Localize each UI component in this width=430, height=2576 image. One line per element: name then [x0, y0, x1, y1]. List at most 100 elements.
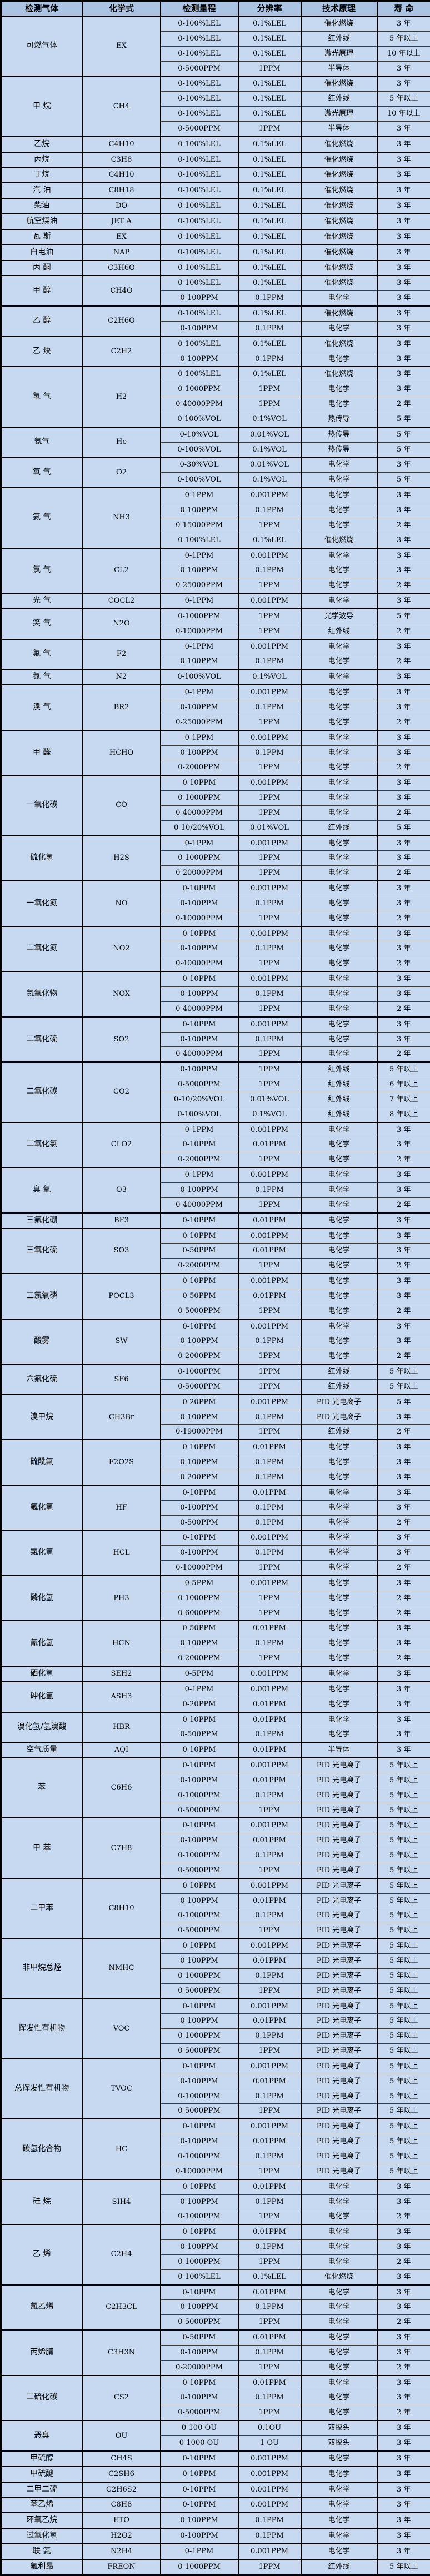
range-cell: 0-1PPM: [161, 685, 238, 700]
col-header-range: 检测量程: [161, 1, 238, 17]
lifespan-cell: 3 年: [377, 183, 430, 198]
range-cell: 0-5000PPM: [161, 1983, 238, 1998]
resolution-cell: 0.01PPM: [238, 2285, 301, 2300]
principle-cell: 红外线: [301, 1077, 377, 1092]
principle-cell: PID 光电离子: [301, 1878, 377, 1893]
range-cell: 0-10PPM: [161, 1440, 238, 1455]
resolution-cell: 0.1PPM: [238, 1032, 301, 1047]
principle-cell: 电化学: [301, 1182, 377, 1197]
resolution-cell: 0.01PPM: [238, 2074, 301, 2089]
resolution-cell: 0.1PPM: [238, 2089, 301, 2104]
resolution-cell: 0.1%VOL: [238, 473, 301, 488]
resolution-cell: 0.1%LEL: [238, 76, 301, 91]
formula-cell: DO: [83, 198, 161, 214]
lifespan-cell: 5 年: [377, 609, 430, 624]
principle-cell: 电化学: [301, 926, 377, 941]
lifespan-cell: 5 年以上: [377, 1833, 430, 1848]
principle-cell: 电化学: [301, 791, 377, 806]
lifespan-cell: 5 年: [377, 442, 430, 457]
resolution-cell: 0.01PPM: [238, 1485, 301, 1500]
lifespan-cell: 2 年: [377, 956, 430, 971]
gas-name-cell: 可燃气体: [1, 16, 83, 76]
lifespan-cell: 2 年: [377, 1651, 430, 1666]
range-cell: 0-100PPM: [161, 1032, 238, 1047]
resolution-cell: 0.1PPM: [238, 2513, 301, 2528]
lifespan-cell: 3 年: [377, 533, 430, 548]
resolution-cell: 0.01PPM: [238, 1833, 301, 1848]
principle-cell: 电化学: [301, 2285, 377, 2300]
lifespan-cell: 2 年: [377, 1304, 430, 1319]
lifespan-cell: 3 年: [377, 2451, 430, 2467]
lifespan-cell: 3 年: [377, 1742, 430, 1758]
lifespan-cell: 2 年: [377, 866, 430, 881]
resolution-cell: 1PPM: [238, 1152, 301, 1167]
principle-cell: PID 光电离子: [301, 2149, 377, 2164]
principle-cell: 电化学: [301, 1017, 377, 1032]
gas-name-cell: 氯乙烯: [1, 2285, 83, 2331]
range-cell: 0-40000PPM: [161, 1001, 238, 1016]
principle-cell: PID 光电离子: [301, 2119, 377, 2134]
principle-cell: 电化学: [301, 2513, 377, 2528]
resolution-cell: 0.1PPM: [238, 1334, 301, 1349]
principle-cell: 红外线: [301, 1107, 377, 1122]
lifespan-cell: 3 年: [377, 1682, 430, 1697]
resolution-cell: 0.1%LEL: [238, 533, 301, 548]
lifespan-cell: 3 年: [377, 1712, 430, 1727]
resolution-cell: 0.01%VOL: [238, 427, 301, 442]
principle-cell: 电化学: [301, 473, 377, 488]
resolution-cell: 0.1%LEL: [238, 46, 301, 61]
gas-name-cell: 二硫化碳: [1, 2375, 83, 2421]
resolution-cell: 0.1%VOL: [238, 442, 301, 457]
resolution-cell: 1PPM: [238, 760, 301, 775]
formula-cell: POCL3: [83, 1274, 161, 1319]
range-cell: 0-10PPM: [161, 1530, 238, 1545]
lifespan-cell: 3 年: [377, 1576, 430, 1591]
lifespan-cell: 3 年: [377, 2194, 430, 2209]
principle-cell: 电化学: [301, 593, 377, 609]
resolution-cell: 1PPM: [238, 791, 301, 806]
range-cell: 0-40000PPM: [161, 1197, 238, 1212]
lifespan-cell: 3 年: [377, 851, 430, 866]
gas-name-cell: 氟 气: [1, 639, 83, 670]
lifespan-cell: 3 年: [377, 2240, 430, 2255]
range-cell: 0-10000PPM: [161, 624, 238, 639]
lifespan-cell: 3 年: [377, 700, 430, 715]
resolution-cell: 0.001PPM: [238, 548, 301, 563]
resolution-cell: 0.1%LEL: [238, 31, 301, 46]
lifespan-cell: 2 年: [377, 518, 430, 533]
lifespan-cell: 3 年: [377, 1470, 430, 1485]
lifespan-cell: 2 年: [377, 1591, 430, 1606]
resolution-cell: 0.001PPM: [238, 730, 301, 745]
lifespan-cell: 3 年: [377, 2285, 430, 2300]
lifespan-cell: 3 年: [377, 941, 430, 956]
principle-cell: 电化学: [301, 1440, 377, 1455]
lifespan-cell: 3 年: [377, 1274, 430, 1289]
gas-name-cell: 溴甲烷: [1, 1395, 83, 1440]
principle-cell: 电化学: [301, 2467, 377, 2482]
range-cell: 0-10PPM: [161, 1818, 238, 1833]
resolution-cell: 0.1PPM: [238, 503, 301, 518]
formula-cell: HCHO: [83, 730, 161, 776]
resolution-cell: 0.001PPM: [238, 1229, 301, 1244]
resolution-cell: 0.001PPM: [238, 2544, 301, 2559]
resolution-cell: 0.01PPM: [238, 1244, 301, 1259]
formula-cell: SW: [83, 1319, 161, 1365]
principle-cell: 电化学: [301, 745, 377, 760]
range-cell: 0-10PPM: [161, 1229, 238, 1244]
resolution-cell: 0.001PPM: [238, 1999, 301, 2014]
resolution-cell: 1PPM: [238, 1651, 301, 1666]
principle-cell: PID 光电离子: [301, 1954, 377, 1969]
principle-cell: PID 光电离子: [301, 1395, 377, 1410]
resolution-cell: 0.001PPM: [238, 881, 301, 896]
